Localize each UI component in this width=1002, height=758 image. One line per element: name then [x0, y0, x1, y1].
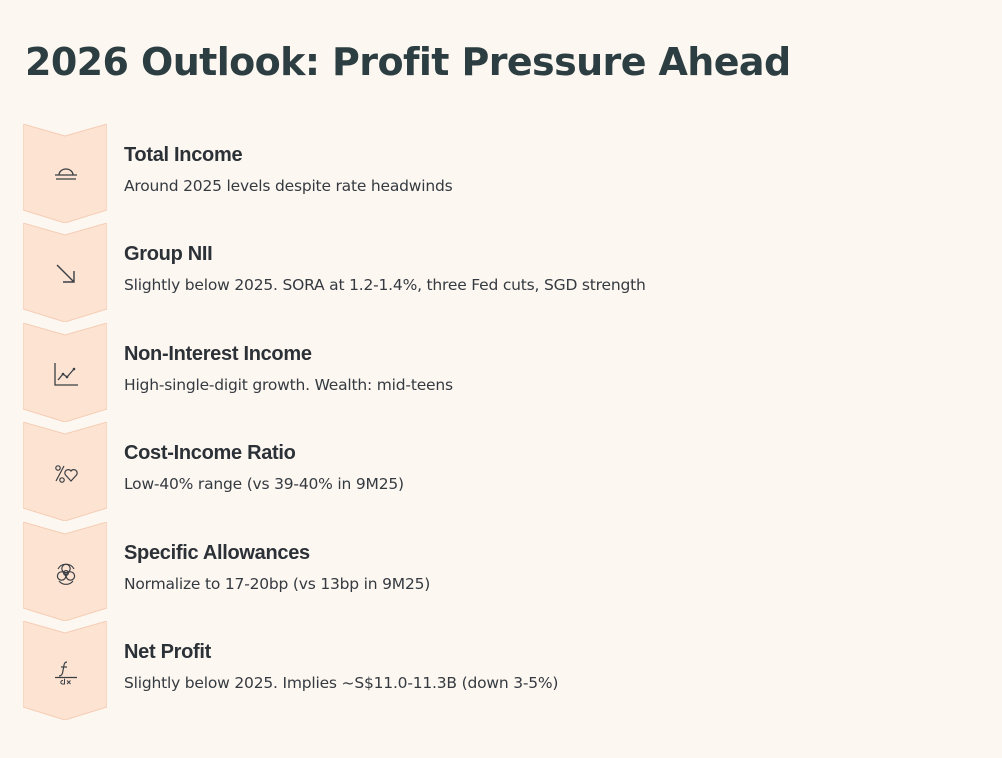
- item-title: Group NII: [124, 243, 213, 266]
- item-title: Cost-Income Ratio: [124, 442, 296, 465]
- item-title: Net Profit: [124, 640, 212, 663]
- item-title: Total Income: [124, 144, 243, 166]
- percent-heart-icon: [55, 465, 78, 483]
- item-description: Slightly below 2025. SORA at 1.2-1.4%, t…: [124, 276, 646, 295]
- chevron-shape: [23, 124, 107, 223]
- item-description: Normalize to 17-20bp (vs 13bp in 9M25): [124, 574, 431, 593]
- chevron-marker: [23, 124, 107, 223]
- item-description: Around 2025 levels despite rate headwind…: [124, 177, 453, 195]
- item-text: Group NII Slightly below 2025. SORA at 1…: [124, 242, 984, 295]
- outlook-item-specific-allowances: Specific Allowances Normalize to 17-20bp…: [0, 521, 1002, 621]
- arrow-down-right-icon: [56, 264, 75, 284]
- outlook-list: Total Income Around 2025 levels despite …: [0, 124, 1002, 720]
- chevron-marker: [23, 322, 107, 422]
- item-description: Low-40% range (vs 39-40% in 9M25): [124, 475, 404, 494]
- line-chart-up-icon: [54, 362, 78, 386]
- chevron-marker: [23, 620, 107, 720]
- item-title: Specific Allowances: [124, 541, 310, 564]
- outlook-item-group-nii: Group NII Slightly below 2025. SORA at 1…: [0, 223, 1002, 323]
- page-title: 2026 Outlook: Profit Pressure Ahead: [25, 40, 791, 84]
- function-dx-icon: [55, 661, 77, 685]
- item-description: Slightly below 2025. Implies ~S$11.0-11.…: [124, 673, 559, 692]
- chevron-shape: [23, 620, 107, 720]
- item-description: High-single-digit growth. Wealth: mid-te…: [124, 375, 453, 394]
- outlook-item-cost-income-ratio: Cost-Income Ratio Low-40% range (vs 39-4…: [0, 422, 1002, 522]
- chevron-shape: [23, 322, 107, 422]
- item-text: Total Income Around 2025 levels despite …: [124, 143, 984, 196]
- item-title: Non-Interest Income: [124, 342, 312, 365]
- chevron-shape: [23, 521, 107, 621]
- outlook-item-net-profit: Net Profit Slightly below 2025. Implies …: [0, 620, 1002, 720]
- outlook-item-non-interest-income: Non-Interest Income High-single-digit gr…: [0, 322, 1002, 422]
- item-text: Net Profit Slightly below 2025. Implies …: [124, 640, 984, 693]
- chevron-marker: [23, 422, 107, 522]
- biohazard-icon: [56, 563, 76, 585]
- item-text: Cost-Income Ratio Low-40% range (vs 39-4…: [124, 441, 984, 494]
- chevron-marker: [23, 521, 107, 621]
- item-text: Non-Interest Income High-single-digit gr…: [124, 342, 984, 395]
- item-text: Specific Allowances Normalize to 17-20bp…: [124, 541, 984, 594]
- dome-lines-icon: [55, 168, 77, 180]
- outlook-item-total-income: Total Income Around 2025 levels despite …: [0, 124, 1002, 223]
- chevron-marker: [23, 223, 107, 323]
